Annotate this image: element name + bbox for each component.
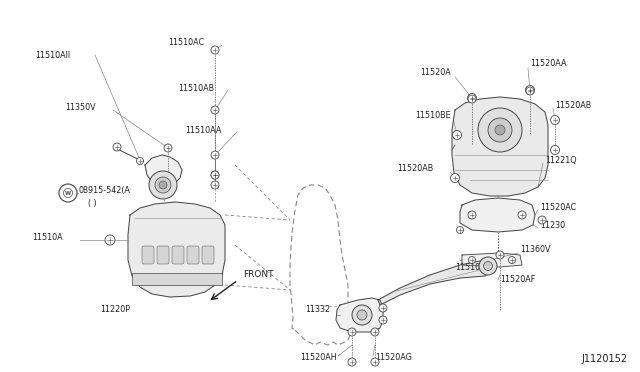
Text: 11510A: 11510A	[32, 232, 63, 241]
Circle shape	[496, 251, 504, 259]
FancyBboxPatch shape	[157, 246, 169, 264]
FancyBboxPatch shape	[172, 246, 184, 264]
Circle shape	[105, 235, 115, 245]
FancyBboxPatch shape	[132, 273, 222, 285]
Circle shape	[59, 184, 77, 202]
Circle shape	[63, 189, 72, 198]
Circle shape	[468, 257, 476, 263]
Text: 11510AC: 11510AC	[168, 38, 204, 46]
Circle shape	[456, 227, 463, 234]
Circle shape	[451, 173, 460, 183]
FancyBboxPatch shape	[142, 246, 154, 264]
Circle shape	[113, 143, 121, 151]
Circle shape	[211, 181, 219, 189]
Circle shape	[526, 87, 534, 95]
Text: 11221Q: 11221Q	[545, 155, 577, 164]
Circle shape	[155, 177, 171, 193]
Polygon shape	[462, 253, 522, 267]
Text: 11520AB: 11520AB	[397, 164, 433, 173]
FancyBboxPatch shape	[187, 246, 199, 264]
Circle shape	[495, 125, 505, 135]
Text: 11350V: 11350V	[65, 103, 95, 112]
Circle shape	[211, 151, 219, 159]
Circle shape	[211, 171, 219, 179]
Text: W: W	[65, 190, 71, 196]
Circle shape	[509, 257, 515, 263]
Polygon shape	[128, 202, 225, 297]
Text: 11360V: 11360V	[520, 246, 550, 254]
Text: J1120152: J1120152	[582, 354, 628, 364]
Text: 08915-542(A: 08915-542(A	[78, 186, 130, 195]
Text: 11520AB: 11520AB	[555, 100, 591, 109]
Text: 11520AA: 11520AA	[530, 58, 566, 67]
Circle shape	[479, 257, 497, 275]
Text: 11510AII: 11510AII	[35, 51, 70, 60]
Text: 11230: 11230	[540, 221, 565, 230]
Circle shape	[550, 115, 559, 125]
Text: 11332: 11332	[305, 305, 330, 314]
Text: 11520A: 11520A	[420, 67, 451, 77]
Circle shape	[538, 216, 546, 224]
Circle shape	[478, 108, 522, 152]
Circle shape	[211, 106, 219, 114]
Circle shape	[348, 358, 356, 366]
Circle shape	[357, 310, 367, 320]
Circle shape	[348, 328, 356, 336]
Circle shape	[159, 181, 167, 189]
Text: 11510AA: 11510AA	[185, 125, 221, 135]
Circle shape	[468, 211, 476, 219]
Text: ( ): ( )	[88, 199, 97, 208]
Text: 11520AG: 11520AG	[375, 353, 412, 362]
Circle shape	[352, 305, 372, 325]
Text: 11520AH: 11520AH	[300, 353, 337, 362]
Circle shape	[488, 118, 512, 142]
Polygon shape	[452, 97, 548, 196]
Text: 11510BE: 11510BE	[415, 110, 451, 119]
Circle shape	[550, 145, 559, 154]
Text: 11220P: 11220P	[100, 305, 130, 314]
Circle shape	[525, 86, 534, 94]
Text: 11520AC: 11520AC	[540, 202, 576, 212]
Circle shape	[518, 211, 526, 219]
Text: 11520AF: 11520AF	[500, 276, 535, 285]
Polygon shape	[460, 198, 535, 232]
Circle shape	[149, 171, 177, 199]
Circle shape	[371, 328, 379, 336]
Text: FRONT: FRONT	[243, 270, 273, 279]
Circle shape	[379, 304, 387, 312]
Circle shape	[379, 316, 387, 324]
Circle shape	[467, 93, 477, 103]
Circle shape	[371, 358, 379, 366]
Text: 11510BD: 11510BD	[455, 263, 492, 273]
Circle shape	[483, 262, 493, 270]
Polygon shape	[336, 298, 383, 332]
Polygon shape	[145, 155, 182, 186]
Text: 11510AB: 11510AB	[178, 83, 214, 93]
Polygon shape	[378, 260, 492, 305]
Circle shape	[211, 46, 219, 54]
Circle shape	[452, 131, 461, 140]
Circle shape	[211, 171, 219, 179]
Circle shape	[468, 95, 476, 103]
FancyBboxPatch shape	[202, 246, 214, 264]
Circle shape	[136, 157, 143, 164]
Circle shape	[164, 144, 172, 152]
